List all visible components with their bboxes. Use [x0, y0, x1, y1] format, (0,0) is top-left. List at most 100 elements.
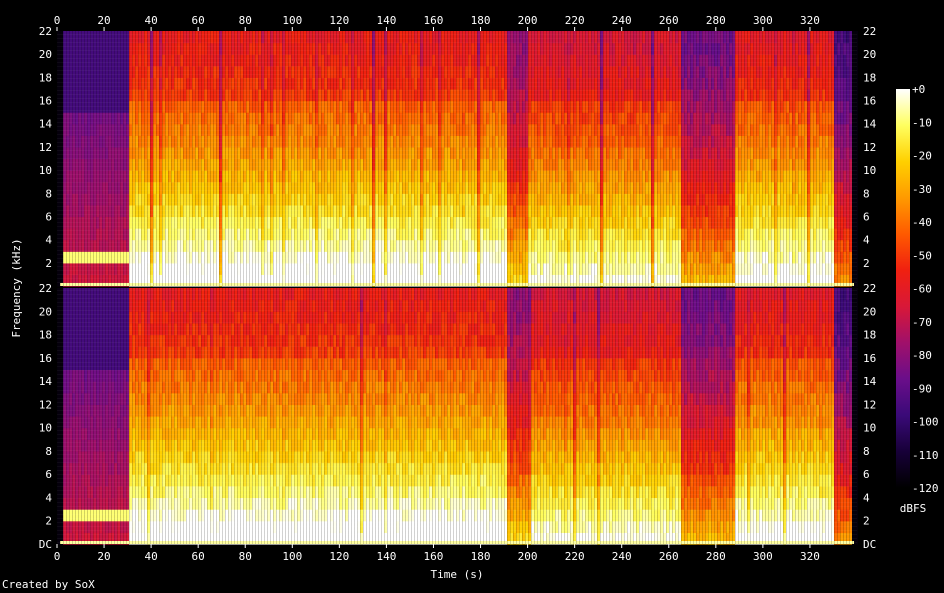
y-tick-label-right: 6 [863, 210, 870, 223]
y-tick-label: 20 [39, 48, 52, 61]
y-tick-label: 16 [39, 95, 52, 108]
x-tick-label: 0 [54, 550, 61, 563]
x-tick-label-top: 0 [54, 14, 61, 27]
x-tick-label: 180 [471, 550, 491, 563]
x-tick-label-top: 280 [706, 14, 726, 27]
x-tick-label-top: 60 [192, 14, 205, 27]
x-tick-label: 280 [706, 550, 726, 563]
colorbar-tick-label: -90 [912, 382, 932, 395]
colorbar-gradient [896, 89, 910, 488]
colorbar-tick-label: -110 [912, 449, 939, 462]
y-tick-label: 8 [45, 445, 52, 458]
y-tick-label-right: 22 [863, 282, 876, 295]
x-tick-label: 60 [192, 550, 205, 563]
x-tick-label: 20 [97, 550, 110, 563]
footer-credit: Created by SoX [2, 578, 95, 591]
colorbar-tick-label: -30 [912, 183, 932, 196]
y-tick-label-right: 14 [863, 375, 877, 388]
x-axis-label: Time (s) [431, 568, 484, 581]
y-tick-label: 4 [45, 491, 52, 504]
y-tick-label: 12 [39, 398, 52, 411]
x-tick-label-top: 40 [144, 14, 157, 27]
colorbar-tick-label: -10 [912, 116, 932, 129]
colorbar-tick-label: +0 [912, 83, 925, 96]
colorbar-tick-label: -70 [912, 316, 932, 329]
y-tick-label: 6 [45, 468, 52, 481]
x-tick-label: 320 [800, 550, 820, 563]
y-tick-label-right: 2 [863, 257, 870, 270]
y-tick-label-right: 18 [863, 329, 876, 342]
y-tick-label: 2 [45, 515, 52, 528]
y-tick-label: 22 [39, 25, 52, 38]
y-tick-label-right: 22 [863, 25, 876, 38]
colorbar-tick-label: -80 [912, 349, 932, 362]
x-tick-label-top: 20 [97, 14, 110, 27]
y-tick-label-right: 14 [863, 118, 877, 131]
x-tick-label-top: 160 [424, 14, 444, 27]
x-tick-label-top: 80 [239, 14, 252, 27]
y-tick-label: 14 [39, 375, 53, 388]
x-tick-label-top: 200 [518, 14, 538, 27]
colorbar-tick-label: -40 [912, 216, 932, 229]
y-tick-label-right: 20 [863, 48, 876, 61]
x-tick-label: 40 [144, 550, 157, 563]
y-tick-label-right: 20 [863, 305, 876, 318]
y-tick-label: 14 [39, 118, 53, 131]
colorbar: +0 -10 -20 -30 -40 -50 -60 -70 -80 -90 -100 -110 -12… [896, 83, 939, 495]
y-tick-label: 22 [39, 282, 52, 295]
x-tick-label: 220 [565, 550, 585, 563]
y-tick-label-right: 4 [863, 491, 870, 504]
y-tick-label-right: 4 [863, 234, 870, 247]
y-tick-label-right: 12 [863, 141, 876, 154]
x-tick-label: 240 [612, 550, 632, 563]
y-tick-label-right: 2 [863, 515, 870, 528]
x-tick-label-top: 120 [329, 14, 349, 27]
colorbar-tick-label: -120 [912, 482, 939, 495]
y-tick-label: 12 [39, 141, 52, 154]
x-tick-label-top: 100 [282, 14, 302, 27]
y-tick-label: 10 [39, 422, 52, 435]
x-tick-label: 100 [282, 550, 302, 563]
y-tick-label-right: 10 [863, 422, 876, 435]
y-tick-label: DC [39, 538, 52, 551]
y-tick-label-right: 10 [863, 164, 876, 177]
x-tick-label-top: 220 [565, 14, 585, 27]
colorbar-tick-label: -50 [912, 249, 932, 262]
y-tick-label-right: DC [863, 538, 876, 551]
x-tick-label: 200 [518, 550, 538, 563]
colorbar-tick-label: -20 [912, 150, 932, 163]
x-tick-label-top: 140 [376, 14, 396, 27]
x-tick-label: 300 [753, 550, 773, 563]
y-tick-label: 20 [39, 305, 52, 318]
colorbar-tick-label: -60 [912, 283, 932, 296]
y-tick-label: 4 [45, 234, 52, 247]
y-tick-label-right: 6 [863, 468, 870, 481]
y-tick-label-right: 8 [863, 187, 870, 200]
x-tick-label-top: 320 [800, 14, 820, 27]
y-tick-label: 6 [45, 210, 52, 223]
x-tick-label: 260 [659, 550, 679, 563]
channel-1-panel [57, 31, 858, 287]
y-tick-label-right: 16 [863, 95, 876, 108]
x-tick-label-top: 300 [753, 14, 773, 27]
y-tick-label: 16 [39, 352, 52, 365]
x-tick-label: 120 [329, 550, 349, 563]
channel-2-panel [57, 288, 858, 545]
x-tick-label: 160 [424, 550, 444, 563]
colorbar-label: dBFS [900, 502, 927, 515]
colorbar-tick-label: -100 [912, 416, 939, 429]
y-tick-label: 2 [45, 257, 52, 270]
y-tick-label: 18 [39, 329, 52, 342]
y-tick-label: 18 [39, 71, 52, 84]
x-tick-label: 80 [239, 550, 252, 563]
y-tick-label: 10 [39, 164, 52, 177]
x-tick-label-top: 180 [471, 14, 491, 27]
y-tick-label-right: 8 [863, 445, 870, 458]
x-tick-label-top: 260 [659, 14, 679, 27]
x-tick-label-top: 240 [612, 14, 632, 27]
y-tick-label: 8 [45, 187, 52, 200]
x-tick-label: 140 [376, 550, 396, 563]
y-tick-label-right: 18 [863, 71, 876, 84]
y-tick-label-right: 16 [863, 352, 876, 365]
